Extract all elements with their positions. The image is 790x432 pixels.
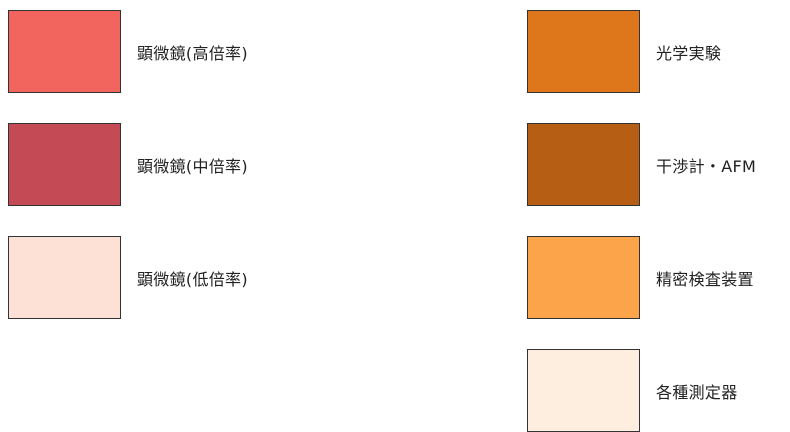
legend-swatch xyxy=(527,10,640,93)
legend-item: 顕微鏡(高倍率) xyxy=(8,10,248,93)
legend-swatch xyxy=(527,349,640,432)
legend-label: 各種測定器 xyxy=(656,382,738,402)
legend-item: 顕微鏡(低倍率) xyxy=(8,236,248,319)
legend-swatch xyxy=(8,236,121,319)
legend-swatch xyxy=(527,123,640,206)
legend-label: 精密検査装置 xyxy=(656,269,754,289)
legend-item: 各種測定器 xyxy=(527,349,738,432)
legend-swatch xyxy=(8,10,121,93)
legend-item: 精密検査装置 xyxy=(527,236,754,319)
legend-item: 光学実験 xyxy=(527,10,721,93)
legend-swatch xyxy=(527,236,640,319)
legend-label: 干渉計・AFM xyxy=(656,156,757,176)
legend-label: 顕微鏡(低倍率) xyxy=(137,269,248,289)
legend-label: 光学実験 xyxy=(656,43,722,63)
legend-swatch xyxy=(8,123,121,206)
legend-label: 顕微鏡(中倍率) xyxy=(137,156,248,176)
legend-label: 顕微鏡(高倍率) xyxy=(137,43,248,63)
legend-item: 顕微鏡(中倍率) xyxy=(8,123,248,206)
legend-item: 干渉計・AFM xyxy=(527,123,756,206)
